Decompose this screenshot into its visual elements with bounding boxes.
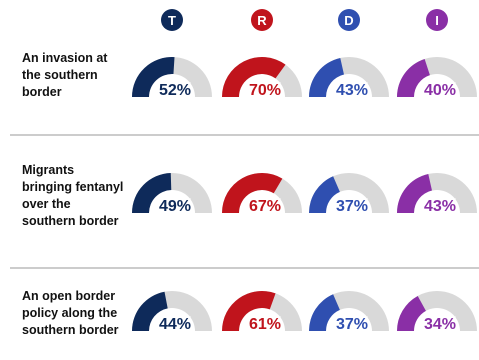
series-badge — [251, 9, 273, 31]
value-label: 37% — [336, 316, 368, 333]
series-badge — [161, 9, 183, 31]
value-label: 70% — [249, 82, 281, 99]
gauge-fill — [397, 58, 430, 97]
value-label: 43% — [424, 198, 456, 215]
gauge-fill — [309, 57, 344, 97]
gauge-fill — [222, 291, 276, 331]
series-badge — [338, 9, 360, 31]
value-label: 37% — [336, 198, 368, 215]
gauge-fill — [132, 291, 168, 331]
value-label: 67% — [249, 198, 281, 215]
value-label: 49% — [159, 198, 191, 215]
value-label: 43% — [336, 82, 368, 99]
gauge-fill — [309, 176, 340, 213]
gauge-fill — [397, 295, 426, 331]
gauge-fill — [132, 173, 172, 213]
series-badge — [426, 9, 448, 31]
series-name: I — [435, 13, 439, 28]
gauge-fill — [222, 172, 283, 213]
value-label: 52% — [159, 82, 191, 99]
row-label: Migrants bringing fentanyl over the sout… — [22, 163, 124, 228]
series-name: R — [257, 13, 267, 28]
row-label: An invasion at the southern border — [22, 51, 108, 99]
row-label: An open border policy along the southern… — [22, 289, 119, 337]
series-name: T — [168, 13, 176, 28]
series-name: D — [344, 13, 353, 28]
value-label: 34% — [424, 316, 456, 333]
gauge-fill — [397, 173, 432, 213]
value-label: 40% — [424, 82, 456, 99]
value-label: 61% — [249, 316, 281, 333]
gauge-fill — [222, 57, 286, 97]
gauge-fill — [132, 57, 175, 97]
value-label: 44% — [159, 316, 191, 333]
gauge-fill — [309, 294, 340, 331]
